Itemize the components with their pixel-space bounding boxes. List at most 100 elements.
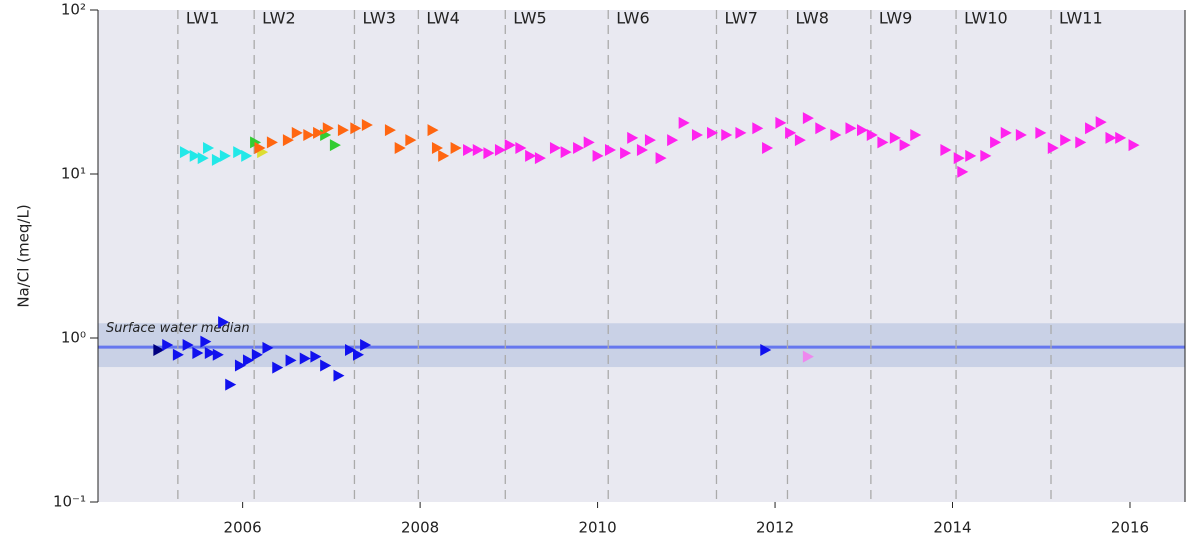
marker: [204, 347, 216, 360]
marker: [525, 149, 537, 162]
marker: [889, 131, 901, 144]
marker: [1060, 134, 1072, 147]
marker: [1035, 126, 1047, 139]
event-label: LW11: [1059, 9, 1103, 28]
marker: [721, 128, 733, 141]
marker: [1105, 131, 1117, 144]
marker: [573, 142, 585, 155]
event-label: LW6: [616, 9, 649, 28]
marker: [352, 348, 364, 361]
marker: [627, 131, 639, 144]
marker: [472, 144, 484, 157]
y-tick-label: 10⁰: [61, 329, 86, 347]
y-axis-label: Na/Cl (meq/L): [15, 204, 33, 307]
median-band: [98, 323, 1185, 368]
x-tick-label: 2016: [1111, 519, 1149, 537]
marker: [965, 149, 977, 162]
marker: [384, 124, 396, 137]
marker: [1047, 142, 1059, 155]
marker: [549, 142, 561, 155]
marker: [910, 128, 922, 141]
marker: [515, 142, 527, 155]
marker: [182, 339, 194, 352]
marker: [990, 136, 1002, 149]
marker: [320, 359, 332, 372]
marker: [179, 146, 191, 159]
marker: [212, 348, 224, 361]
marker: [262, 341, 274, 354]
marker: [534, 152, 546, 165]
marker: [189, 149, 201, 162]
marker: [360, 339, 372, 352]
marker: [877, 136, 889, 149]
y-tick-label: 10⁻¹: [53, 493, 86, 511]
marker: [494, 144, 506, 157]
marker: [192, 347, 204, 360]
marker: [405, 134, 417, 147]
marker: [678, 116, 690, 129]
marker: [153, 343, 165, 356]
marker: [1085, 122, 1097, 135]
marker: [172, 348, 184, 361]
marker: [815, 122, 827, 135]
marker: [953, 152, 965, 165]
marker: [691, 128, 703, 141]
marker: [785, 126, 797, 139]
x-tick-label: 2010: [578, 519, 616, 537]
marker: [957, 165, 969, 178]
marker: [752, 122, 764, 135]
marker: [219, 149, 231, 162]
event-label: LW9: [879, 9, 912, 28]
marker: [241, 149, 253, 162]
marker: [592, 149, 604, 162]
marker: [438, 149, 450, 162]
marker: [667, 134, 679, 147]
marker: [560, 146, 572, 159]
marker: [644, 134, 656, 147]
marker: [272, 361, 284, 374]
plot-area: [98, 10, 1185, 502]
event-label: LW2: [262, 9, 295, 28]
marker: [802, 112, 814, 125]
marker: [162, 339, 174, 352]
marker: [830, 128, 842, 141]
event-label: LW8: [795, 9, 828, 28]
marker: [234, 359, 246, 372]
marker: [1000, 126, 1012, 139]
marker: [483, 147, 495, 160]
marker: [333, 369, 345, 382]
y-tick-label: 10²: [61, 1, 86, 19]
x-tick-label: 2012: [756, 519, 794, 537]
marker: [583, 136, 595, 149]
marker: [1128, 139, 1140, 152]
marker: [802, 350, 814, 363]
marker: [313, 126, 325, 139]
marker: [322, 122, 334, 135]
marker: [604, 144, 616, 157]
marker: [285, 354, 297, 367]
marker: [899, 139, 911, 152]
marker: [394, 142, 406, 155]
marker: [655, 152, 667, 165]
marker: [303, 128, 315, 141]
marker: [940, 144, 952, 157]
marker: [197, 152, 209, 165]
marker: [329, 139, 341, 152]
marker: [845, 122, 857, 135]
marker: [345, 343, 357, 356]
marker: [450, 142, 462, 155]
marker: [350, 122, 362, 135]
marker: [762, 142, 774, 155]
marker: [254, 142, 266, 155]
marker: [310, 350, 322, 363]
marker: [794, 134, 806, 147]
marker: [735, 126, 747, 139]
event-label: LW4: [426, 9, 459, 28]
marker: [233, 146, 245, 159]
event-label: LW1: [186, 9, 219, 28]
event-label: LW5: [513, 9, 546, 28]
marker: [299, 352, 311, 365]
event-label: LW7: [724, 9, 757, 28]
marker: [980, 149, 992, 162]
x-tick-label: 2006: [224, 519, 262, 537]
